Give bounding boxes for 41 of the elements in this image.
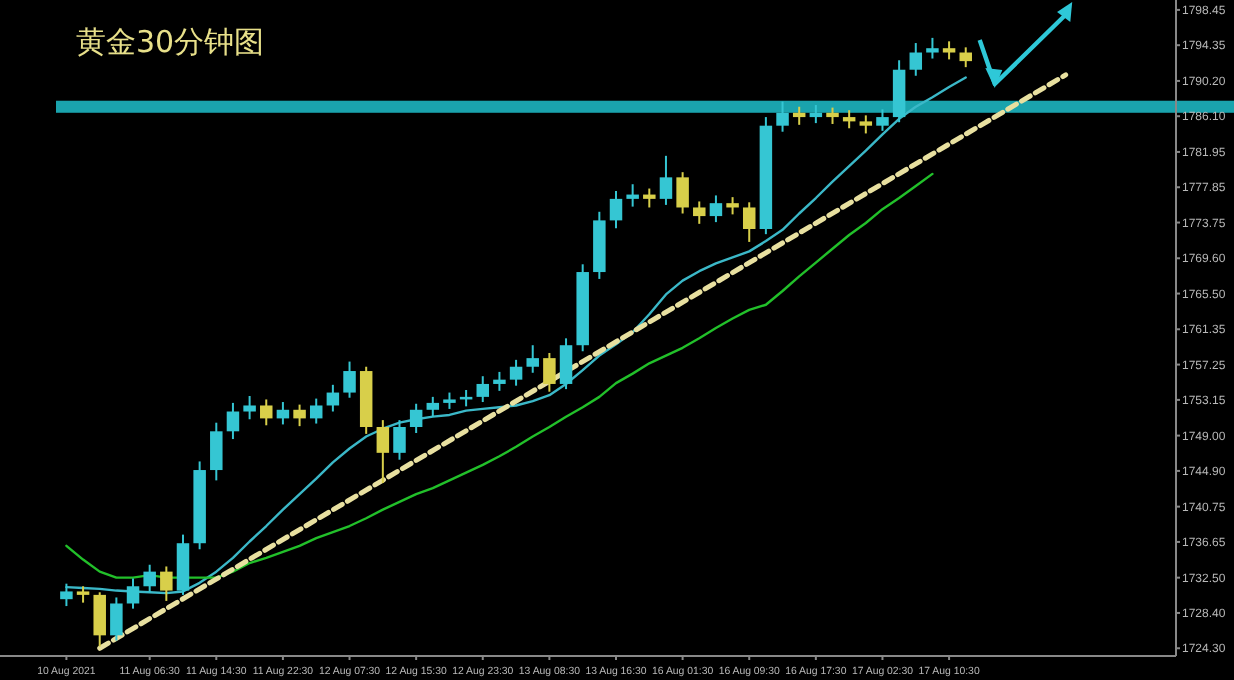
candlestick xyxy=(160,565,173,602)
candlestick xyxy=(509,358,523,387)
candlestick xyxy=(859,114,873,135)
candlestick xyxy=(126,577,140,610)
candlestick xyxy=(626,183,639,208)
candlestick xyxy=(176,533,190,596)
candlestick xyxy=(892,59,906,124)
candlestick xyxy=(693,200,706,225)
candlestick xyxy=(926,36,939,60)
candlestick xyxy=(959,46,972,69)
candlestick xyxy=(876,108,889,132)
candlestick xyxy=(426,395,440,418)
candlestick xyxy=(93,591,106,648)
candlestick xyxy=(476,375,490,404)
candlestick xyxy=(493,370,506,392)
candlestick xyxy=(659,154,673,206)
candlestick xyxy=(643,187,656,209)
candlestick xyxy=(226,401,240,441)
candlestick xyxy=(609,190,623,230)
candlestick xyxy=(742,201,756,243)
candlestick xyxy=(909,42,923,77)
candlestick xyxy=(942,40,956,61)
candlestick xyxy=(243,395,256,421)
candlestick xyxy=(709,194,723,224)
candlestick xyxy=(409,402,423,435)
candlestick xyxy=(776,100,789,133)
candlestick xyxy=(210,421,223,482)
candlestick xyxy=(309,397,323,425)
candlestick xyxy=(543,351,556,393)
candlestick xyxy=(343,360,356,399)
text: 黄金30分钟图 xyxy=(76,24,265,60)
candlestick xyxy=(526,344,539,374)
candlestick xyxy=(110,596,123,642)
candlestick xyxy=(559,337,573,391)
candlestick xyxy=(143,563,156,594)
candlestick xyxy=(676,171,689,215)
candlestick xyxy=(60,582,73,608)
candlestick xyxy=(260,398,273,427)
candlestick xyxy=(293,403,306,428)
candlestick xyxy=(376,419,390,484)
candlestick xyxy=(393,419,406,461)
